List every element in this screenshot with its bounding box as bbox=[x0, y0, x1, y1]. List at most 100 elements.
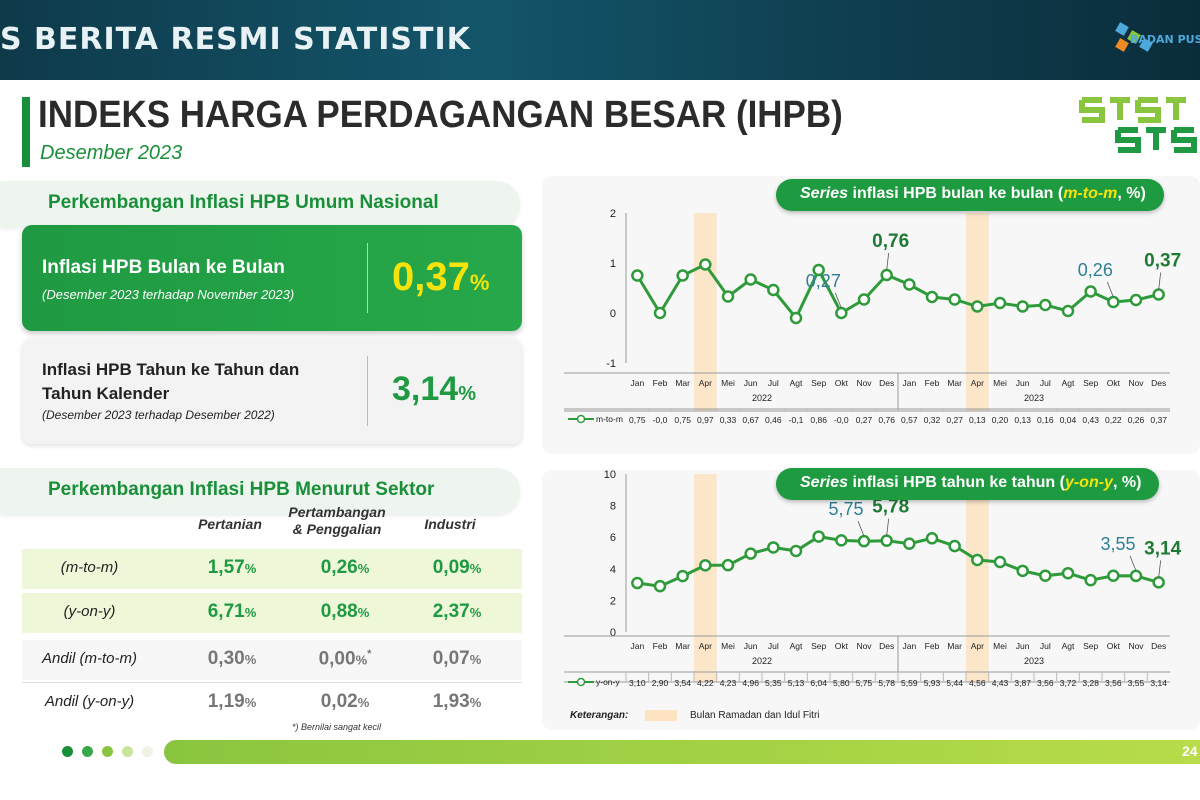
data-point bbox=[676, 269, 689, 282]
sector-value: 0,09% bbox=[432, 557, 482, 578]
annotation-leader bbox=[834, 292, 842, 309]
table-value: 4,22 bbox=[697, 678, 714, 688]
data-point bbox=[1039, 569, 1052, 583]
data-label: 5,78 bbox=[872, 497, 909, 518]
data-label: 0,37 bbox=[1144, 251, 1181, 272]
x-tick-label: Agt bbox=[1062, 378, 1075, 388]
data-point bbox=[789, 311, 803, 325]
data-point bbox=[631, 269, 644, 282]
yoy-title-2: Tahun Kalender bbox=[42, 384, 170, 403]
table-value: 3,56 bbox=[1105, 678, 1122, 688]
x-tick-label: Okt bbox=[835, 641, 849, 651]
table-value: 5,93 bbox=[924, 678, 941, 688]
table-value: 0,57 bbox=[901, 415, 918, 425]
data-point bbox=[1152, 576, 1165, 589]
sector-row: Andil (m-to-m) 0,30% 0,00%* 0,07% bbox=[22, 640, 522, 680]
x-tick-label: Jan bbox=[902, 641, 916, 651]
legend-swatch bbox=[645, 710, 677, 721]
data-point bbox=[835, 534, 848, 547]
data-point bbox=[812, 263, 825, 277]
x-tick-label: Apr bbox=[971, 378, 984, 388]
x-tick-label: Apr bbox=[699, 378, 712, 388]
x-tick-label: Des bbox=[879, 641, 894, 651]
table-value: 4,96 bbox=[742, 678, 759, 688]
sector-row-label: Andil (m-to-m) bbox=[41, 650, 137, 667]
x-tick-label: Des bbox=[1151, 641, 1166, 651]
x-tick-label: Mei bbox=[993, 378, 1007, 388]
sector-value: 1,93% bbox=[432, 691, 482, 712]
sector-value: 0,02% bbox=[320, 691, 370, 712]
chart-yoy: 0 2 4 6 8 10 Jan 3,10 Feb 2,90 Mar 3,54 Apr 4,22 Mei 4,… bbox=[564, 469, 1182, 688]
x-tick-label: Apr bbox=[699, 641, 712, 651]
x-tick-label: Agt bbox=[1062, 641, 1075, 651]
year-label: 2022 bbox=[752, 393, 772, 403]
data-point bbox=[1061, 566, 1075, 580]
sector-value: 0,07% bbox=[432, 648, 482, 669]
y-tick-label: 0 bbox=[610, 627, 616, 639]
x-tick-label: Sep bbox=[811, 378, 826, 388]
data-point bbox=[1039, 298, 1052, 312]
table-value: 5,75 bbox=[856, 678, 873, 688]
data-point bbox=[699, 258, 712, 271]
annotation-leader bbox=[886, 518, 890, 536]
data-point bbox=[993, 296, 1007, 310]
data-point bbox=[880, 268, 893, 282]
table-value: 0,32 bbox=[924, 415, 941, 425]
chart-panel-mtm bbox=[542, 176, 1200, 454]
x-tick-label: Jul bbox=[768, 641, 779, 651]
statistik-logo-icon bbox=[1079, 97, 1197, 153]
x-tick-label: Sep bbox=[1083, 378, 1098, 388]
table-value: 0,13 bbox=[969, 415, 986, 425]
highlight-band bbox=[966, 474, 989, 682]
x-tick-label: Jan bbox=[630, 641, 644, 651]
x-tick-label: Jan bbox=[630, 378, 644, 388]
mtm-card: Inflasi HPB Bulan ke Bulan (Desember 202… bbox=[22, 225, 522, 331]
sector-heading: Perkembangan Inflasi HPB Menurut Sektor bbox=[0, 468, 520, 514]
data-point bbox=[767, 541, 780, 554]
x-tick-label: Sep bbox=[811, 641, 826, 651]
table-value: 3,54 bbox=[674, 678, 691, 688]
table-value: 5,78 bbox=[878, 678, 895, 688]
table-value: 0,22 bbox=[1105, 415, 1122, 425]
sector-value: 6,71% bbox=[207, 601, 257, 622]
data-label: 3,14 bbox=[1144, 538, 1181, 559]
x-tick-label: Mei bbox=[721, 641, 735, 651]
table-value: 5,35 bbox=[765, 678, 782, 688]
table-value: 3,10 bbox=[629, 678, 646, 688]
data-point bbox=[653, 306, 667, 320]
legend-series-name: y-on-y bbox=[596, 677, 620, 687]
x-tick-label: Apr bbox=[971, 641, 984, 651]
data-point bbox=[1129, 293, 1143, 307]
progress-dot bbox=[62, 746, 73, 757]
table-value: 5,44 bbox=[946, 678, 963, 688]
sector-value: 0,00%* bbox=[318, 648, 372, 670]
data-label: 0,76 bbox=[872, 231, 909, 252]
table-value: 0,76 bbox=[878, 415, 895, 425]
table-value: 0,75 bbox=[674, 415, 691, 425]
col-pertambangan: Pertambangan & Penggalian bbox=[288, 504, 386, 537]
x-tick-label: Mar bbox=[675, 641, 690, 651]
data-label: 0,27 bbox=[806, 271, 841, 291]
x-tick-label: Nov bbox=[856, 378, 872, 388]
data-point bbox=[835, 306, 848, 320]
y-tick-label: 6 bbox=[610, 532, 616, 544]
data-label: 3,55 bbox=[1100, 534, 1135, 554]
title-accent bbox=[22, 97, 30, 167]
data-point bbox=[1016, 300, 1029, 313]
logo-text: BADAN PUS bbox=[1130, 33, 1200, 46]
data-label: 5,75 bbox=[828, 499, 863, 519]
sector-row-label: Andil (y-on-y) bbox=[44, 693, 135, 710]
table-value: -0,0 bbox=[653, 415, 668, 425]
data-point bbox=[653, 579, 667, 593]
yoy-card: Inflasi HPB Tahun ke Tahun dan Tahun Kal… bbox=[22, 338, 522, 444]
progress-dot bbox=[122, 746, 133, 757]
table-value: 3,28 bbox=[1082, 678, 1099, 688]
sector-row: Andil (y-on-y) 1,19% 0,02% 1,93% bbox=[22, 682, 522, 722]
x-tick-label: Mei bbox=[721, 378, 735, 388]
data-point bbox=[631, 576, 644, 590]
data-point bbox=[925, 532, 939, 545]
x-tick-label: Feb bbox=[653, 378, 668, 388]
x-tick-label: Jun bbox=[1016, 378, 1030, 388]
footnote: *) Bernilai sangat kecil bbox=[292, 722, 382, 732]
table-value: 3,55 bbox=[1128, 678, 1145, 688]
